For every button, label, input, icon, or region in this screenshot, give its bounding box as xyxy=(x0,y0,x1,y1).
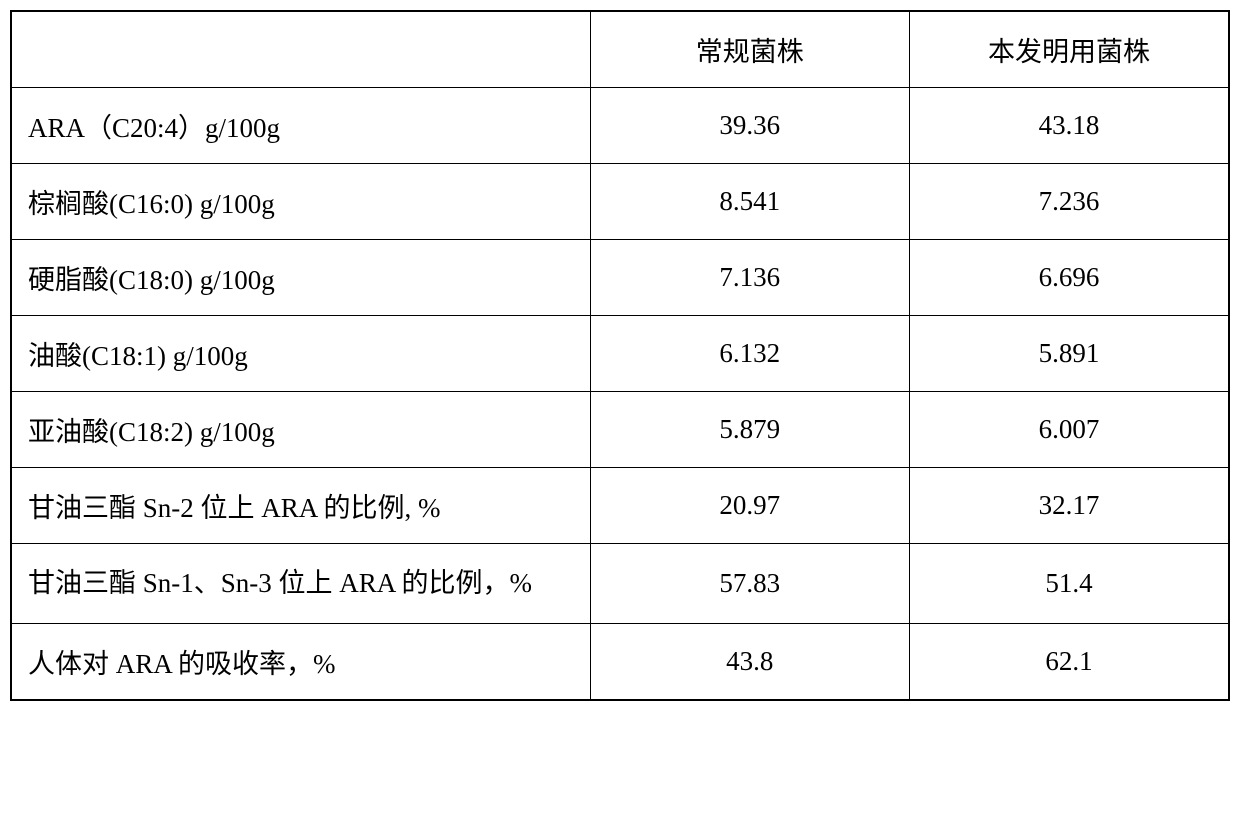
row-value-col2: 7.136 xyxy=(590,240,909,316)
row-label: 棕榈酸(C16:0) g/100g xyxy=(11,164,590,240)
row-label: 甘油三酯 Sn-2 位上 ARA 的比例, % xyxy=(11,468,590,544)
row-label: ARA（C20:4）g/100g xyxy=(11,88,590,164)
row-value-col3: 62.1 xyxy=(910,624,1230,701)
row-value-col3: 5.891 xyxy=(910,316,1230,392)
row-label: 亚油酸(C18:2) g/100g xyxy=(11,392,590,468)
table-header-row: 常规菌株 本发明用菌株 xyxy=(11,11,1229,88)
row-value-col2: 20.97 xyxy=(590,468,909,544)
row-label: 甘油三酯 Sn-1、Sn-3 位上 ARA 的比例，% xyxy=(11,544,590,624)
row-value-col2: 43.8 xyxy=(590,624,909,701)
row-label: 人体对 ARA 的吸收率，% xyxy=(11,624,590,701)
table-row: 甘油三酯 Sn-2 位上 ARA 的比例, % 20.97 32.17 xyxy=(11,468,1229,544)
table-row: 棕榈酸(C16:0) g/100g 8.541 7.236 xyxy=(11,164,1229,240)
row-value-col3: 7.236 xyxy=(910,164,1230,240)
table-row: 人体对 ARA 的吸收率，% 43.8 62.1 xyxy=(11,624,1229,701)
table-row: 甘油三酯 Sn-1、Sn-3 位上 ARA 的比例，% 57.83 51.4 xyxy=(11,544,1229,624)
header-col2: 常规菌株 xyxy=(590,11,909,88)
row-value-col3: 6.007 xyxy=(910,392,1230,468)
row-value-col3: 43.18 xyxy=(910,88,1230,164)
row-value-col3: 32.17 xyxy=(910,468,1230,544)
table-row: 亚油酸(C18:2) g/100g 5.879 6.007 xyxy=(11,392,1229,468)
row-value-col2: 57.83 xyxy=(590,544,909,624)
header-col3: 本发明用菌株 xyxy=(910,11,1230,88)
row-value-col2: 8.541 xyxy=(590,164,909,240)
row-value-col3: 6.696 xyxy=(910,240,1230,316)
row-value-col2: 39.36 xyxy=(590,88,909,164)
row-value-col2: 6.132 xyxy=(590,316,909,392)
comparison-table: 常规菌株 本发明用菌株 ARA（C20:4）g/100g 39.36 43.18… xyxy=(10,10,1230,701)
table-row: 硬脂酸(C18:0) g/100g 7.136 6.696 xyxy=(11,240,1229,316)
row-label: 硬脂酸(C18:0) g/100g xyxy=(11,240,590,316)
header-empty-cell xyxy=(11,11,590,88)
row-value-col3: 51.4 xyxy=(910,544,1230,624)
row-label: 油酸(C18:1) g/100g xyxy=(11,316,590,392)
table-row: 油酸(C18:1) g/100g 6.132 5.891 xyxy=(11,316,1229,392)
row-value-col2: 5.879 xyxy=(590,392,909,468)
table-row: ARA（C20:4）g/100g 39.36 43.18 xyxy=(11,88,1229,164)
